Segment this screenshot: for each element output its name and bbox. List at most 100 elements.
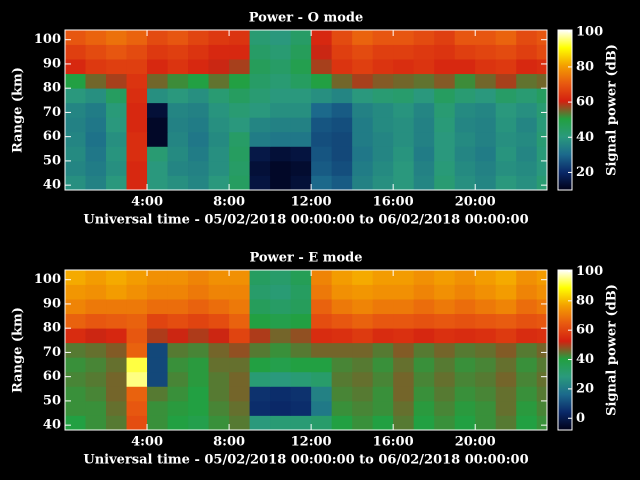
- x-tick-label: 20:00: [455, 435, 496, 450]
- heatmap-cell: [229, 299, 250, 315]
- heatmap-cell: [311, 415, 333, 431]
- heatmap-cell: [167, 342, 189, 358]
- heatmap-cell: [475, 102, 497, 118]
- heatmap-cell: [65, 131, 86, 147]
- heatmap-cell: [475, 357, 497, 373]
- heatmap-cell: [454, 88, 476, 104]
- heatmap-cell: [352, 175, 374, 191]
- heatmap-cell: [536, 102, 548, 118]
- heatmap-cell: [413, 371, 435, 387]
- heatmap-cell: [249, 102, 271, 118]
- heatmap-cell: [290, 30, 312, 45]
- heatmap-cell: [147, 59, 168, 75]
- colorbar-label: Signal power (dB): [605, 44, 620, 176]
- heatmap-cell: [516, 59, 538, 75]
- heatmap-cell: [372, 88, 394, 104]
- heatmap-cell: [475, 88, 497, 104]
- heatmap-cell: [65, 270, 86, 285]
- heatmap-cell: [311, 299, 333, 315]
- heatmap-cell: [495, 299, 517, 315]
- heatmap-cell: [167, 386, 189, 402]
- heatmap-cell: [85, 284, 107, 300]
- heatmap-cell: [270, 386, 292, 402]
- heatmap-cell: [290, 175, 312, 191]
- heatmap-cell: [331, 386, 353, 402]
- heatmap-cell: [372, 400, 394, 416]
- heatmap-cell: [229, 371, 250, 387]
- heatmap-cell: [147, 371, 168, 387]
- heatmap-cell: [188, 313, 209, 329]
- heatmap-cell: [372, 146, 394, 162]
- heatmap-cell: [331, 146, 353, 162]
- heatmap-cell: [434, 313, 456, 329]
- heatmap-cell: [249, 30, 271, 45]
- heatmap-cell: [516, 102, 538, 118]
- heatmap-cell: [536, 415, 548, 431]
- heatmap-cell: [126, 102, 148, 118]
- heatmap-cell: [372, 30, 394, 45]
- heatmap-cell: [413, 131, 435, 147]
- heatmap-cell: [475, 146, 497, 162]
- heatmap-cell: [147, 30, 168, 45]
- heatmap-cell: [188, 117, 209, 133]
- heatmap-cell: [290, 88, 312, 104]
- heatmap-cell: [372, 44, 394, 60]
- heatmap-cell: [434, 44, 456, 60]
- heatmap-cell: [126, 328, 148, 344]
- heatmap-cell: [372, 342, 394, 358]
- heatmap-cell: [126, 371, 148, 387]
- heatmap-cell: [372, 357, 394, 373]
- heatmap-cell: [106, 44, 127, 60]
- heatmap-cell: [290, 371, 312, 387]
- colorbar-tick-label: 0: [576, 411, 585, 426]
- heatmap-cell: [249, 270, 271, 285]
- heatmap-cell: [331, 328, 353, 344]
- heatmap-cell: [208, 160, 230, 176]
- heatmap-cell: [475, 59, 497, 75]
- heatmap-cell: [434, 175, 456, 191]
- heatmap-cell: [352, 400, 374, 416]
- heatmap-cell: [85, 160, 107, 176]
- heatmap-cell: [249, 131, 271, 147]
- heatmap-cell: [331, 371, 353, 387]
- heatmap-cell: [167, 299, 189, 315]
- heatmap-cell: [167, 328, 189, 344]
- heatmap-cell: [413, 270, 435, 285]
- heatmap-cell: [85, 59, 107, 75]
- heatmap-cell: [311, 160, 333, 176]
- heatmap-cell: [495, 342, 517, 358]
- heatmap-cell: [229, 313, 250, 329]
- heatmap-cell: [352, 342, 374, 358]
- heatmap-cell: [85, 415, 107, 431]
- heatmap-cell: [126, 400, 148, 416]
- heatmap-cell: [249, 117, 271, 133]
- heatmap-cell: [249, 146, 271, 162]
- heatmap-cell: [126, 88, 148, 104]
- heatmap-cell: [352, 160, 374, 176]
- heatmap-cell: [290, 146, 312, 162]
- heatmap-cell: [475, 342, 497, 358]
- heatmap-cell: [393, 44, 415, 60]
- colorbar-label: Signal power (dB): [605, 284, 620, 416]
- heatmap-cell: [352, 73, 374, 89]
- heatmap-cell: [208, 400, 230, 416]
- heatmap-cell: [188, 371, 209, 387]
- heatmap-cell: [229, 342, 250, 358]
- heatmap-cell: [352, 328, 374, 344]
- heatmap-cell: [495, 386, 517, 402]
- heatmap-cell: [413, 342, 435, 358]
- y-tick-label: 60: [43, 369, 61, 384]
- heatmap-cell: [147, 88, 168, 104]
- heatmap-cell: [249, 313, 271, 329]
- heatmap-cell: [372, 59, 394, 75]
- heatmap-cell: [516, 342, 538, 358]
- heatmap-cell: [352, 357, 374, 373]
- heatmap-cell: [475, 270, 497, 285]
- heatmap-cell: [475, 415, 497, 431]
- heatmap-cell: [229, 117, 250, 133]
- heatmap-cell: [290, 386, 312, 402]
- heatmap-cell: [516, 175, 538, 191]
- heatmap-cell: [413, 30, 435, 45]
